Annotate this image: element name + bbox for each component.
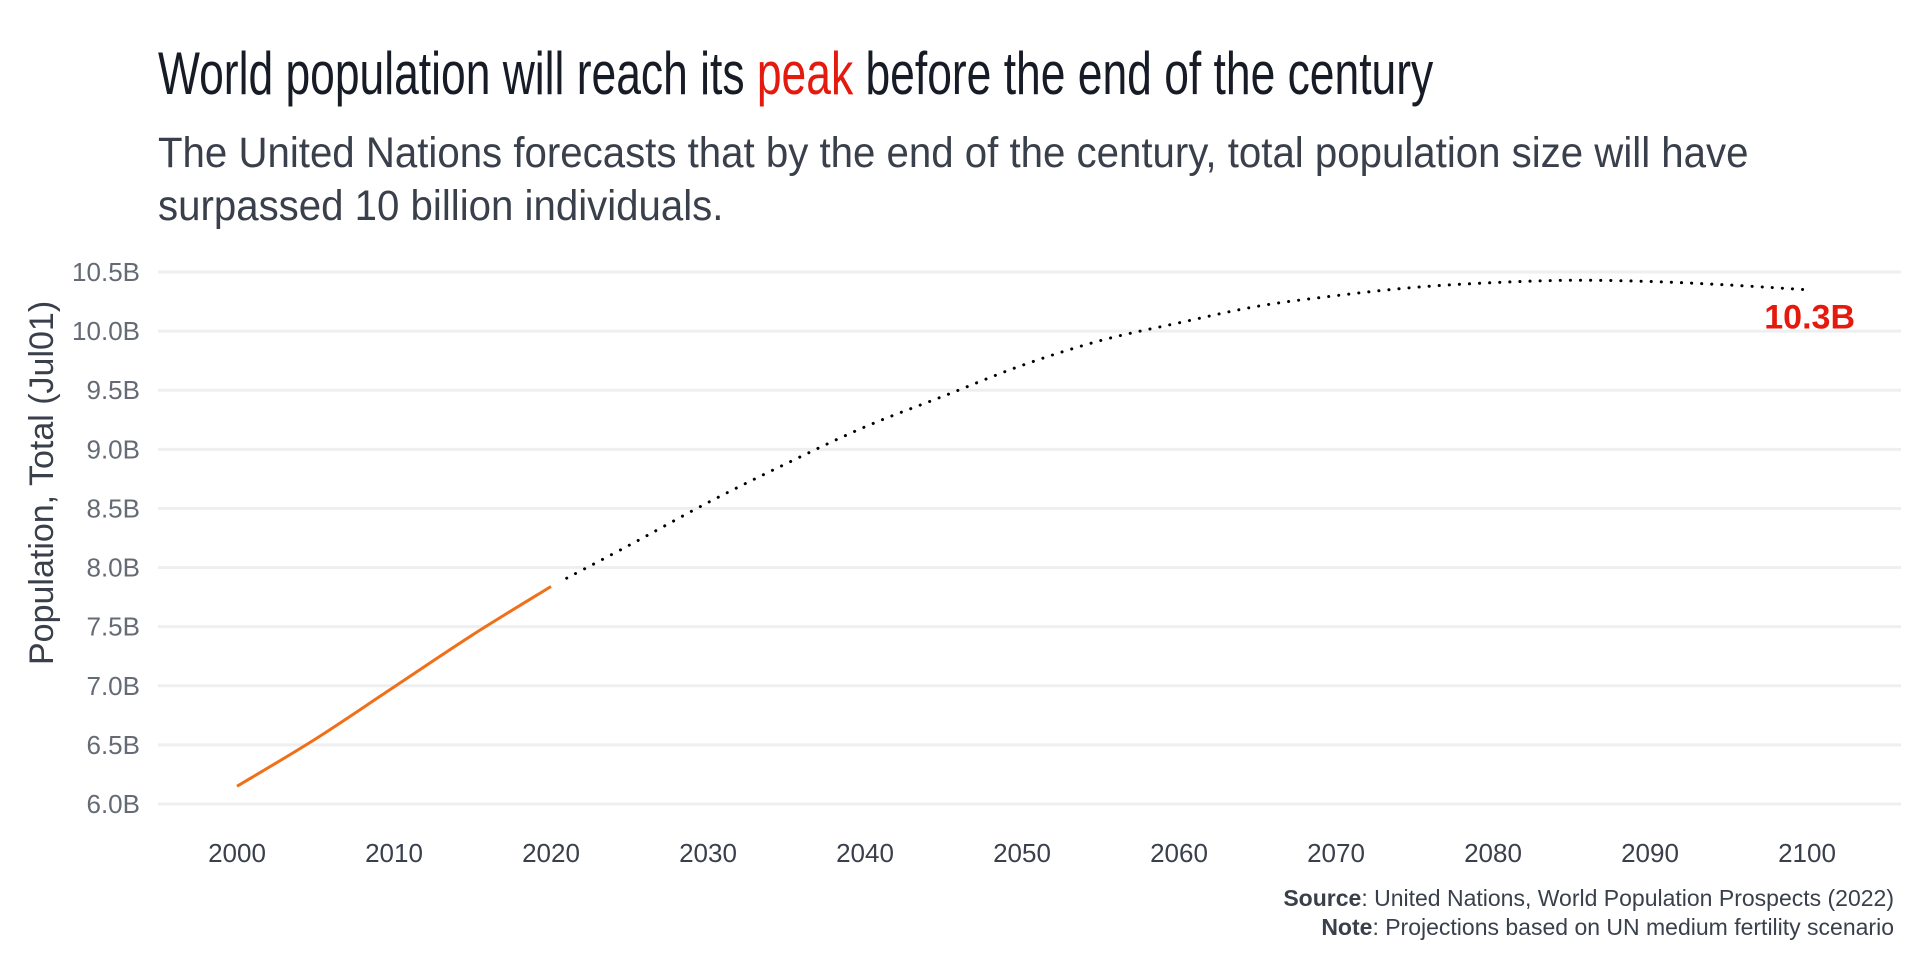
- y-tick-label: 9.5B: [87, 375, 141, 405]
- y-tick-label: 8.0B: [87, 553, 141, 583]
- title-highlight-peak: peak: [756, 40, 854, 107]
- source-line: Source: United Nations, World Population…: [1283, 884, 1894, 913]
- note-text: : Projections based on UN medium fertili…: [1372, 914, 1894, 940]
- x-tick-label: 2020: [522, 838, 580, 868]
- y-tick-label: 10.0B: [72, 316, 140, 346]
- series-lines: [236, 278, 1809, 788]
- gridlines: [158, 270, 1901, 806]
- y-axis-title: Population, Total (Jul01): [23, 301, 61, 665]
- annotations: 10.3B: [1764, 299, 1855, 337]
- projection-line: [565, 278, 1809, 580]
- y-axis-ticks: 6.0B 6.5B 7.0B 7.5B 8.0B 8.5B 9.0B 9.5B 10.0B 10.…: [72, 257, 140, 819]
- chart-title: World population will reach its peak bef…: [158, 38, 1433, 110]
- x-tick-label: 2000: [208, 838, 266, 868]
- x-tick-label: 2040: [836, 838, 894, 868]
- source-text: : United Nations, World Population Prosp…: [1361, 885, 1894, 911]
- end-value-label: 10.3B: [1764, 299, 1855, 337]
- y-tick-label: 6.0B: [87, 789, 141, 819]
- title-part-2: before the end of the century: [853, 40, 1434, 107]
- x-tick-label: 2090: [1621, 838, 1679, 868]
- x-axis-ticks: 2000 2010 2020 2030 2040 2050 2060 2070 2080 2090…: [208, 838, 1836, 868]
- x-tick-label: 2070: [1307, 838, 1365, 868]
- x-tick-label: 2030: [679, 838, 737, 868]
- note-line: Note: Projections based on UN medium fer…: [1283, 913, 1894, 942]
- x-tick-label: 2050: [993, 838, 1051, 868]
- y-tick-label: 10.5B: [72, 257, 140, 287]
- chart-caption: Source: United Nations, World Population…: [1283, 884, 1894, 942]
- title-part-1: World population will reach its: [158, 40, 757, 107]
- historical-line: [236, 585, 552, 788]
- y-tick-label: 9.0B: [87, 434, 141, 464]
- source-label: Source: [1283, 885, 1362, 911]
- x-tick-label: 2100: [1778, 838, 1836, 868]
- x-tick-label: 2060: [1150, 838, 1208, 868]
- y-tick-label: 6.5B: [87, 730, 141, 760]
- y-tick-label: 7.5B: [87, 612, 141, 642]
- note-label: Note: [1321, 914, 1373, 940]
- y-tick-label: 7.0B: [87, 671, 141, 701]
- y-tick-label: 8.5B: [87, 493, 141, 523]
- x-tick-label: 2080: [1464, 838, 1522, 868]
- chart-subtitle: The United Nations forecasts that by the…: [158, 129, 1749, 230]
- x-tick-label: 2010: [365, 838, 423, 868]
